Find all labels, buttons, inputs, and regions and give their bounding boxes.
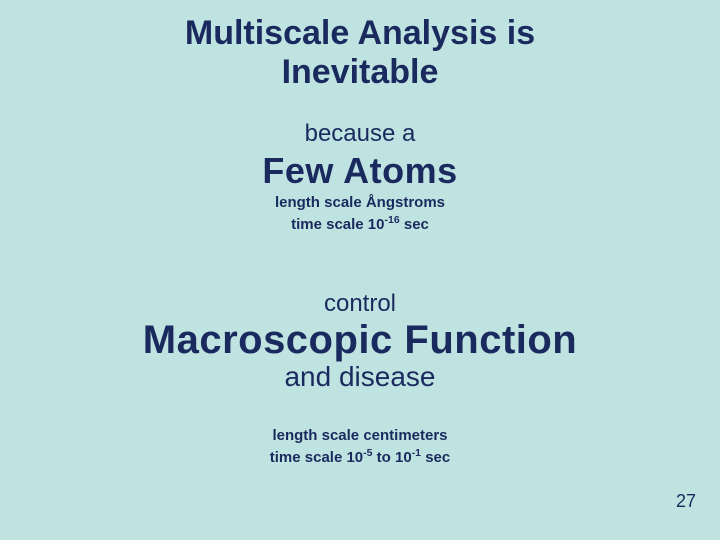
time-scale-atoms-exp: -16 (385, 214, 400, 226)
time-scale-atoms-pre: time scale 10 (291, 216, 384, 233)
macroscopic-heading: Macroscopic Function (0, 318, 720, 363)
time-scale-macro: time scale 10-5 to 10-1 sec (0, 447, 720, 467)
time-scale-macro-mid: to 10 (373, 449, 412, 466)
few-atoms-heading: Few Atoms (0, 150, 720, 192)
scale-block-macro: length scale centimeters time scale 10-5… (0, 427, 720, 467)
slide: Multiscale Analysis is Inevitable becaus… (0, 0, 720, 540)
title-line-1: Multiscale Analysis is (185, 14, 535, 52)
length-scale-atoms: length scale Ångstroms (0, 194, 720, 212)
control-text: control (0, 290, 720, 318)
and-disease-text: and disease (0, 361, 720, 393)
length-scale-macro: length scale centimeters (0, 427, 720, 445)
slide-title: Multiscale Analysis is Inevitable (0, 14, 720, 92)
title-line-2: Inevitable (282, 53, 439, 91)
time-scale-macro-exp2: -1 (412, 447, 421, 459)
time-scale-macro-exp1: -5 (363, 447, 372, 459)
time-scale-macro-pre: time scale 10 (270, 449, 363, 466)
time-scale-atoms-post: sec (400, 216, 429, 233)
page-number: 27 (676, 491, 696, 512)
time-scale-atoms: time scale 10-16 sec (0, 214, 720, 234)
because-text: because a (0, 120, 720, 148)
time-scale-macro-post: sec (421, 449, 450, 466)
